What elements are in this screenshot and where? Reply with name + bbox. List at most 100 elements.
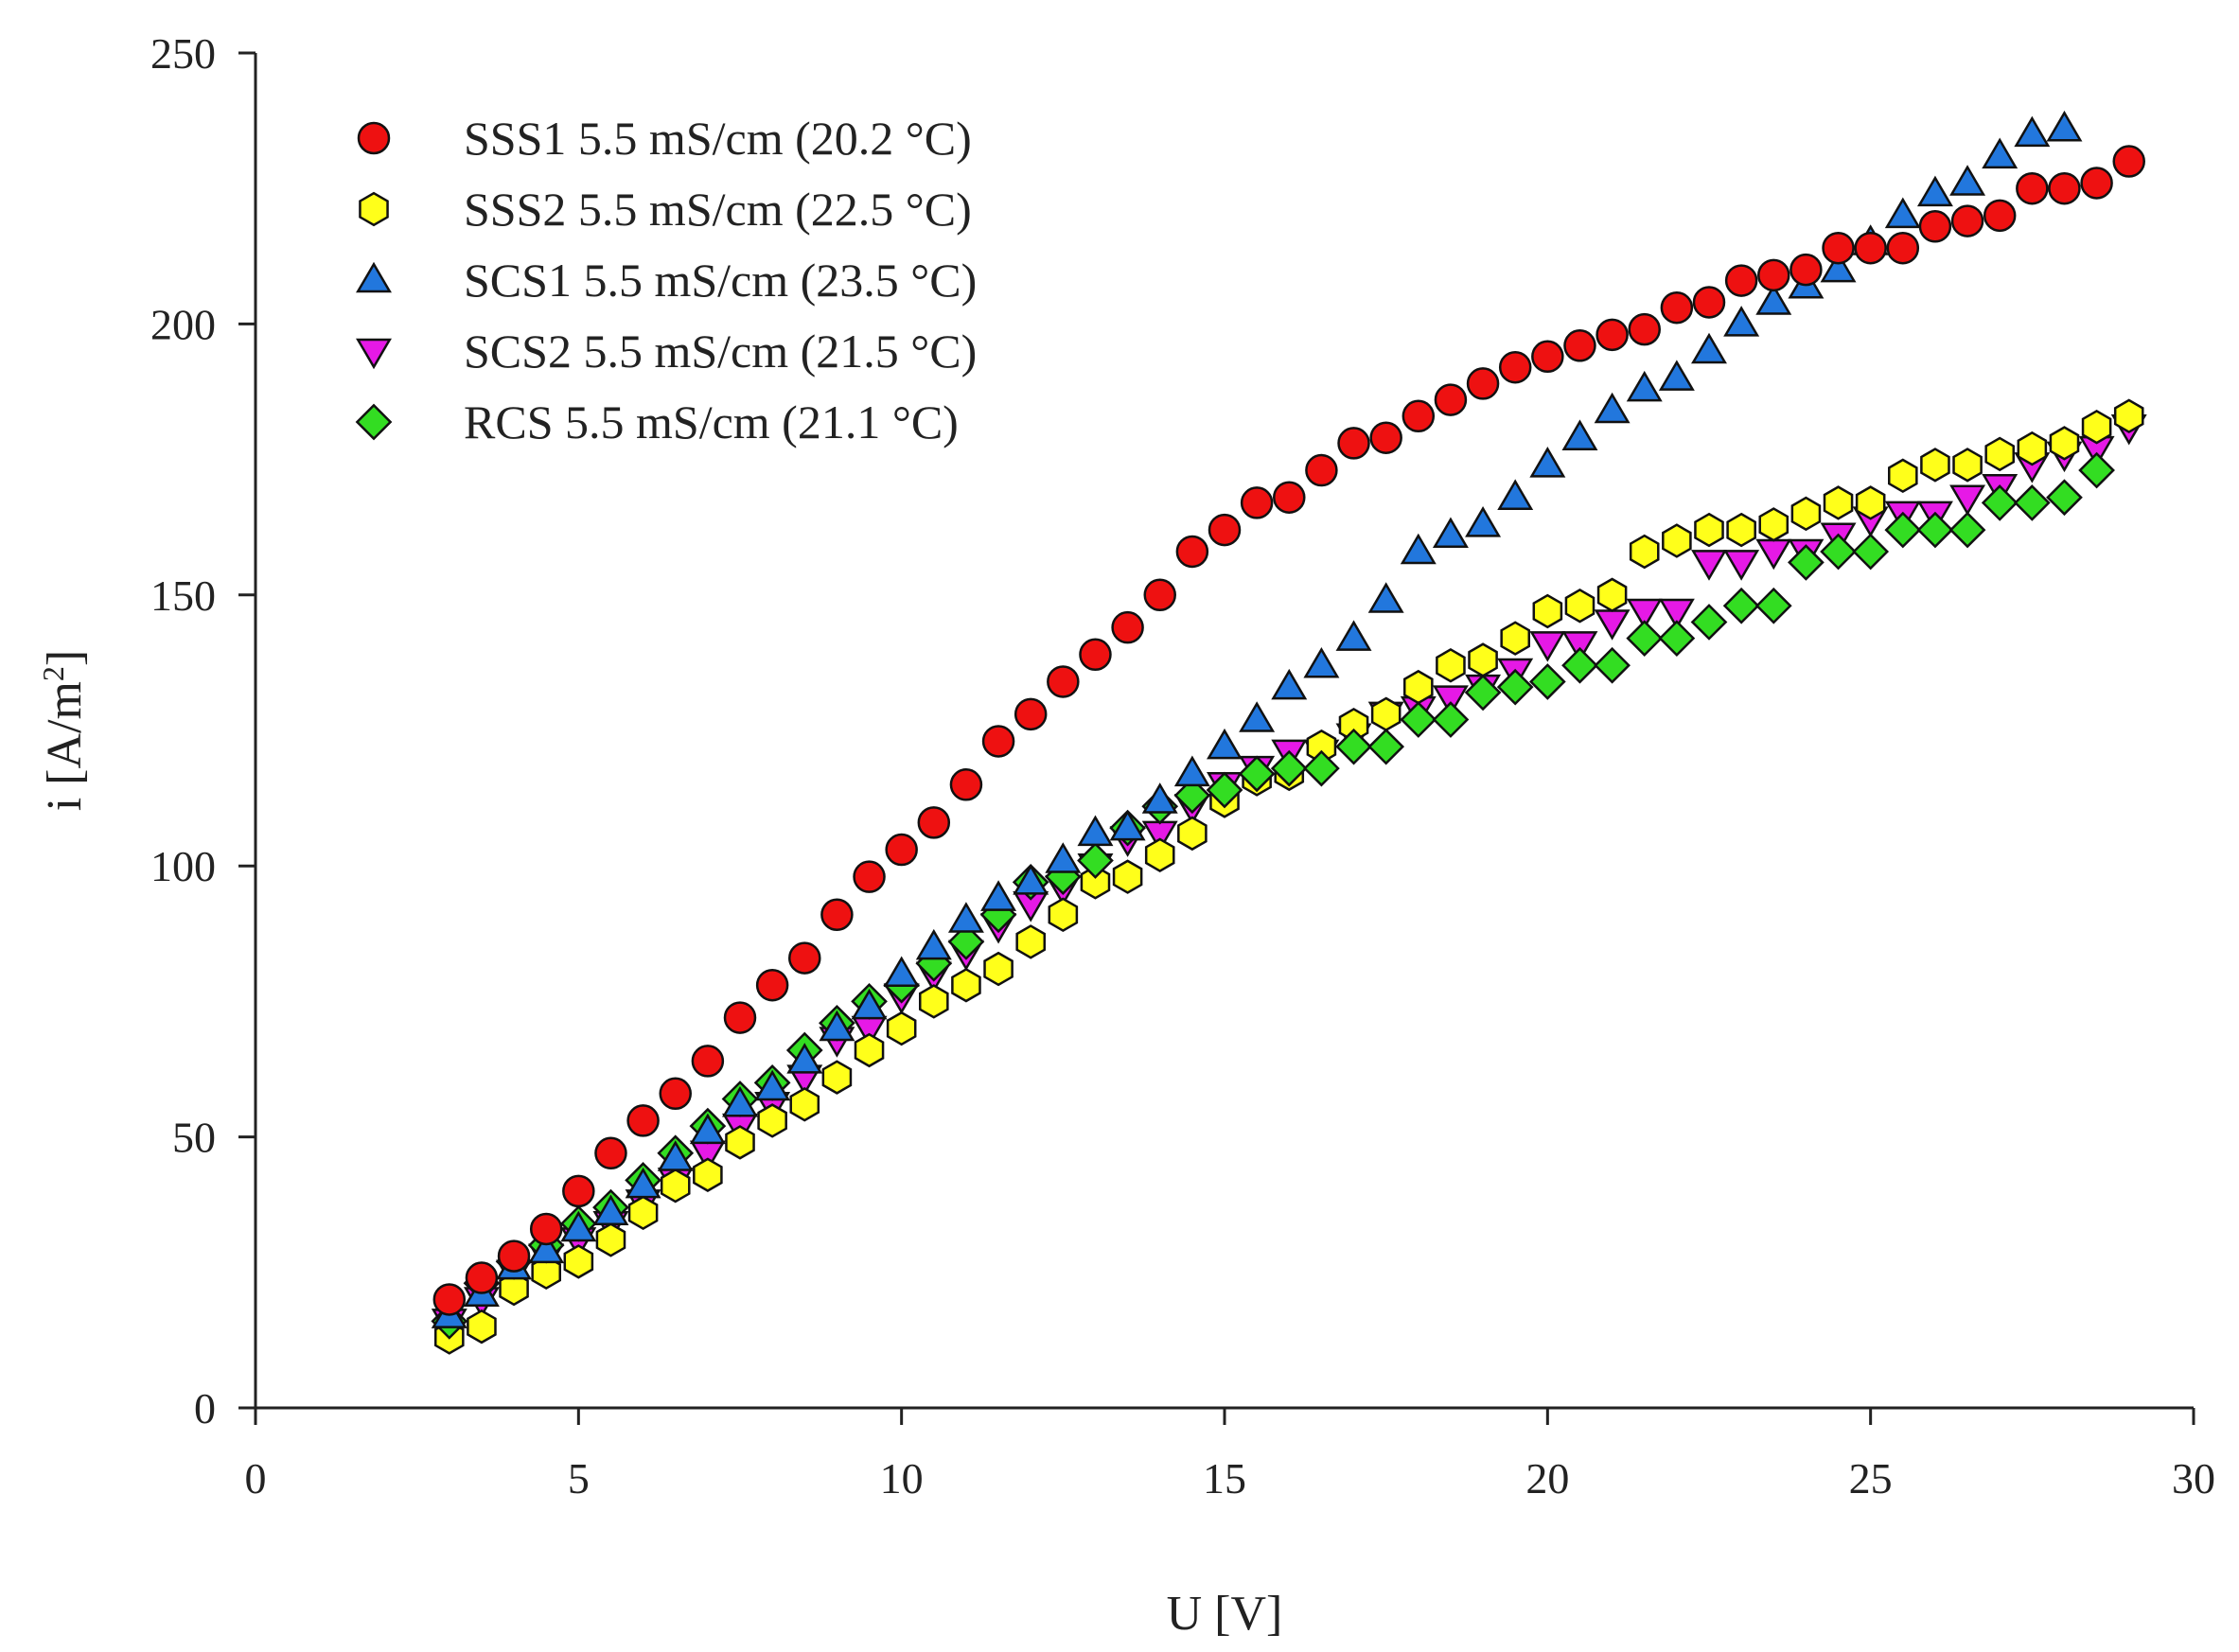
data-point xyxy=(1949,165,1986,196)
data-point xyxy=(1886,231,1920,265)
data-point xyxy=(1855,485,1886,520)
data-point xyxy=(1111,610,1144,644)
data-point xyxy=(2016,171,2049,205)
y-axis-title: i [A/m2] xyxy=(36,650,92,812)
data-point xyxy=(1173,755,1210,787)
data-point xyxy=(1175,535,1209,569)
data-point xyxy=(2017,431,2048,466)
y-tick-label: 0 xyxy=(194,1384,216,1432)
x-tick-label: 30 xyxy=(2172,1454,2215,1503)
data-point xyxy=(2049,426,2080,461)
y-ticks: 0 50 100 150 200 250 xyxy=(150,29,256,1432)
data-point xyxy=(1305,453,1338,487)
series-triangle-up xyxy=(431,110,2083,1328)
data-point xyxy=(1662,523,1692,558)
data-point xyxy=(1141,782,1178,814)
data-point xyxy=(627,1195,659,1231)
data-point xyxy=(1080,865,1111,900)
data-point xyxy=(1690,604,1728,641)
data-point xyxy=(1402,399,1436,433)
data-point xyxy=(1594,646,1631,684)
data-point xyxy=(947,902,984,933)
data-point xyxy=(981,725,1015,758)
data-point xyxy=(626,1104,660,1137)
data-point xyxy=(1916,175,1953,207)
data-point xyxy=(1820,251,1857,283)
data-point xyxy=(947,923,985,960)
data-point xyxy=(1531,340,1564,374)
data-point xyxy=(1144,837,1175,872)
legend-item: SSS1 5.5 mS/cm (20.2 °C) xyxy=(357,112,972,165)
data-point xyxy=(595,1222,626,1257)
legend-marker xyxy=(356,338,392,370)
data-point xyxy=(1564,589,1596,624)
legend-marker xyxy=(355,403,393,441)
series-triangle-down xyxy=(431,413,2147,1340)
legend-marker xyxy=(357,121,391,155)
x-tick-label: 0 xyxy=(245,1454,267,1503)
data-point xyxy=(2014,115,2051,148)
data-point xyxy=(949,768,983,801)
data-point xyxy=(528,1232,565,1264)
data-point xyxy=(1303,749,1340,787)
data-point xyxy=(1692,286,1726,319)
data-point xyxy=(1238,755,1276,793)
data-point xyxy=(1758,507,1789,542)
data-point xyxy=(497,1239,531,1273)
data-point xyxy=(2080,167,2113,200)
data-point xyxy=(1532,593,1563,629)
data-point xyxy=(1561,631,1598,662)
data-point xyxy=(1952,448,1983,483)
data-point xyxy=(886,1011,917,1046)
data-point xyxy=(1077,815,1114,847)
data-point xyxy=(853,860,886,893)
data-point xyxy=(563,1244,594,1279)
data-point xyxy=(693,1157,723,1192)
data-series xyxy=(431,110,2147,1355)
legend-label: SSS1 5.5 mS/cm (20.2 °C) xyxy=(464,112,972,165)
data-point xyxy=(1239,701,1276,732)
data-point xyxy=(1270,749,1308,787)
data-point xyxy=(851,988,888,1020)
data-point xyxy=(1596,577,1628,613)
data-point xyxy=(980,880,1017,911)
data-point xyxy=(1916,511,1954,549)
data-point xyxy=(1626,620,1664,657)
data-point xyxy=(465,1261,499,1294)
data-point xyxy=(1948,511,1986,549)
data-point xyxy=(919,984,949,1019)
data-point xyxy=(1723,306,1760,337)
y-tick-label: 250 xyxy=(150,29,216,78)
data-point xyxy=(2013,484,2051,521)
data-point xyxy=(562,1174,595,1208)
data-point xyxy=(789,1086,820,1122)
data-point xyxy=(821,1060,853,1095)
data-point xyxy=(1723,550,1760,581)
data-point xyxy=(592,1194,629,1226)
data-point xyxy=(1950,204,1984,237)
legend-item: SCS2 5.5 mS/cm (21.5 °C) xyxy=(356,325,977,378)
data-point xyxy=(2046,110,2083,142)
data-point xyxy=(1529,447,1566,478)
data-point xyxy=(1755,538,1792,571)
data-point xyxy=(1628,312,1661,346)
data-point xyxy=(1691,332,1727,364)
data-point xyxy=(625,1167,661,1199)
data-point xyxy=(529,1212,563,1246)
data-point xyxy=(467,1309,497,1344)
data-point xyxy=(917,806,951,839)
data-point xyxy=(1112,859,1143,894)
data-point xyxy=(432,1283,467,1316)
data-point xyxy=(722,1085,758,1117)
data-point xyxy=(1335,620,1372,651)
y-axis-title-close: ] xyxy=(38,650,92,666)
y-tick-label: 200 xyxy=(150,300,216,348)
data-point xyxy=(1367,582,1404,613)
data-point xyxy=(1658,598,1695,630)
data-point xyxy=(1432,517,1469,549)
data-point xyxy=(1271,668,1308,700)
data-point xyxy=(1563,329,1596,362)
data-point xyxy=(1497,479,1534,510)
data-point xyxy=(1694,512,1724,548)
